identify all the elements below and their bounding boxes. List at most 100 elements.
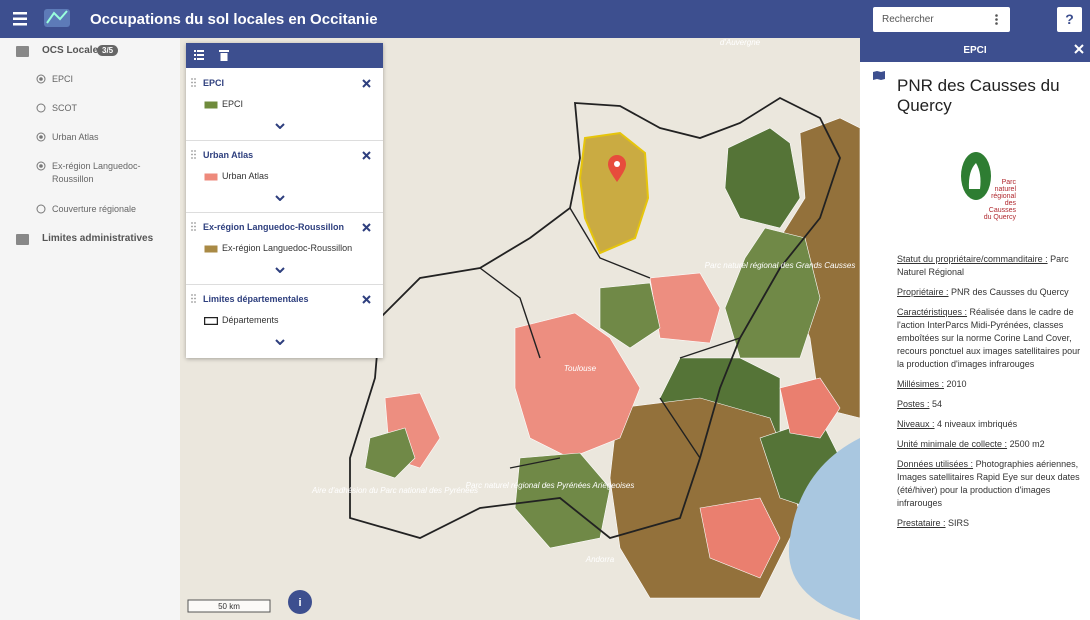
layer-option[interactable]: Urban Atlas [52,132,99,142]
map-canvas: d'Auvergne Toulouse Andorra Parc naturel ré… [187,38,860,620]
divider [186,284,383,285]
map-label: Parc naturel régional des Pyrénées Ariég… [466,481,635,490]
chevron [275,195,285,201]
layer-option[interactable]: Couverture régionale [52,204,137,214]
drag-handle[interactable] [191,78,196,87]
dot [194,153,196,156]
layer-option[interactable]: EPCI [52,74,74,84]
dot [191,78,193,80]
search-box[interactable]: Rechercher [873,7,1010,32]
dot [191,222,193,224]
layer-title: Urban Atlas [203,150,254,160]
radio[interactable] [36,103,46,113]
radio[interactable] [36,204,46,214]
expand[interactable] [275,195,285,201]
radio[interactable] [36,161,46,171]
map-label: d'Auvergne [720,38,761,47]
field-label: Propriétaire : [897,287,949,297]
radio[interactable] [36,74,46,84]
group-icon [16,234,29,245]
radio[interactable] [36,132,46,142]
legend-swatch [204,101,218,109]
list-button[interactable] [194,50,204,60]
layer-option[interactable]: Ex-région Languedoc-Roussillon [52,161,141,184]
field-label: Statut du propriétaire/commanditaire : [897,254,1048,264]
radio-ring [36,74,46,84]
count-badge: 3/5 [97,45,119,56]
field-value: Parc Naturel Régional [897,254,1069,277]
logo-text: régional [991,193,1016,200]
divider [186,140,383,141]
detail-panel: EPCI PNR des Causses du Quercy Parc natur… [860,38,1090,620]
menu-button[interactable] [13,12,27,26]
divider [186,212,383,213]
field-label: Unité minimale de collecte : [897,439,1008,449]
swatch [204,317,218,325]
drag-handle[interactable] [191,150,196,159]
expand[interactable] [275,267,285,273]
field-value: 4 niveaux imbriqués [937,419,1018,429]
field-label: Postes : [897,399,930,409]
icon-shape [16,234,29,245]
legend-label: Départements [222,315,279,325]
layer-title: EPCI [203,78,225,88]
layers-toolbar [186,43,383,68]
expand[interactable] [275,339,285,345]
panel-header: EPCI [860,38,1090,62]
layer-title: Ex-région Languedoc-Roussillon [203,222,345,232]
scale-bar [187,599,271,613]
group-label[interactable]: OCS Locales [42,45,104,56]
remove-layer[interactable] [362,151,371,160]
remove-layer[interactable] [362,295,371,304]
dot [194,81,196,84]
expand[interactable] [275,123,285,129]
group-label[interactable]: Limites administratives [42,233,154,244]
radio-dot [39,135,43,139]
dot [194,297,196,300]
chevron [275,339,285,345]
remove-layer[interactable] [362,79,371,88]
drag-handle[interactable] [191,294,196,303]
layers-panel: EPCI EPCI Urban Atlas Urban Atlas Ex-région … [186,43,383,358]
dot [191,225,193,228]
radio-ring [36,204,46,214]
x-icon [362,295,371,304]
field: Statut du propriétaire/commanditaire : P… [897,253,1082,279]
x-icon [362,151,371,160]
x-icon [362,223,371,232]
search-menu[interactable] [995,14,998,25]
radio-dot [39,77,43,81]
layer-option[interactable]: SCOT [52,103,78,113]
close-panel[interactable] [1074,44,1084,54]
field-value: 2500 m2 [1009,439,1045,449]
chevron [275,267,285,273]
field-value: SIRS [948,518,970,528]
logo-text: naturel [994,186,1016,193]
map-marker[interactable] [608,155,626,182]
logo-text: du Quercy [983,214,1016,221]
map-label: Aire d'adhésion du Parc national des Pyr… [311,486,478,495]
icon-shape [16,46,29,57]
field-value: Photographies aériennes, Images satellit… [897,459,1080,508]
help-button[interactable]: ? [1057,7,1082,32]
field-label: Niveaux : [897,419,935,429]
remove-layer[interactable] [362,223,371,232]
chevron [275,123,285,129]
header: Occupations du sol locales en Occitanie … [0,0,1090,38]
swatch [204,245,218,253]
drag-handle[interactable] [191,222,196,231]
field: Propriétaire : PNR des Causses du Quercy [897,286,1082,299]
field: Niveaux : 4 niveaux imbriqués [897,418,1082,431]
dot [194,294,196,296]
dot [191,297,193,300]
logo-text: Parc [1001,179,1016,186]
field: Millésimes : 2010 [897,378,1082,391]
group-icon [16,46,29,57]
delete-button[interactable] [219,49,229,61]
info-button[interactable] [288,590,312,614]
legend-label: Ex-région Languedoc-Roussillon [222,243,353,253]
map-label: Andorra [585,555,615,564]
map-icon [873,71,885,80]
dot [194,78,196,80]
radio-ring [36,132,46,142]
